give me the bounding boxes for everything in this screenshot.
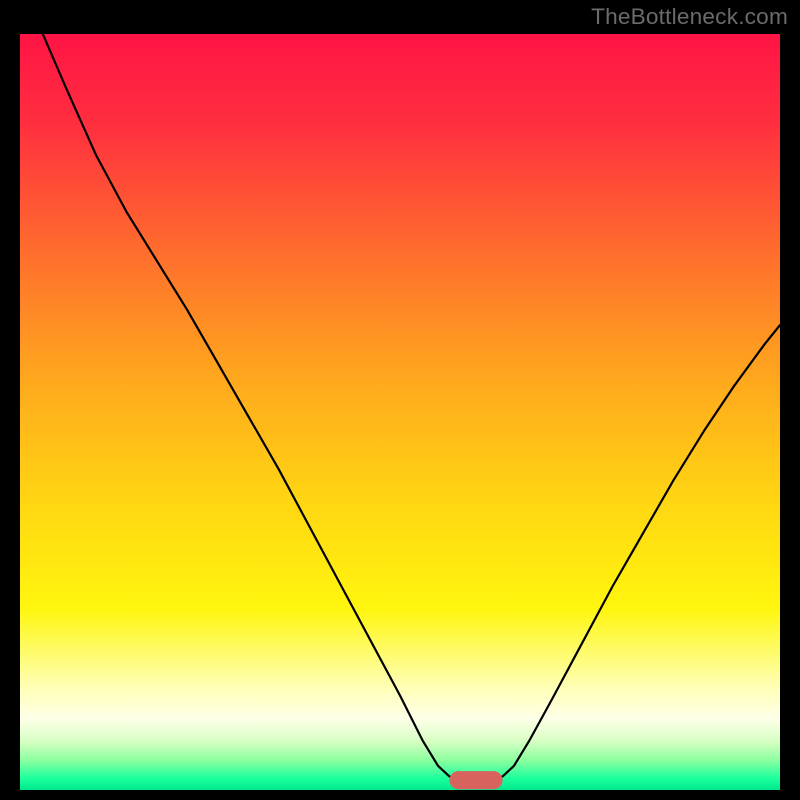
chart-root: TheBottleneck.com — [0, 0, 800, 800]
plot-frame — [20, 34, 780, 790]
watermark-text: TheBottleneck.com — [591, 4, 788, 30]
plot-svg — [20, 34, 780, 790]
gradient-background — [20, 34, 780, 790]
optimal-marker — [449, 771, 502, 789]
